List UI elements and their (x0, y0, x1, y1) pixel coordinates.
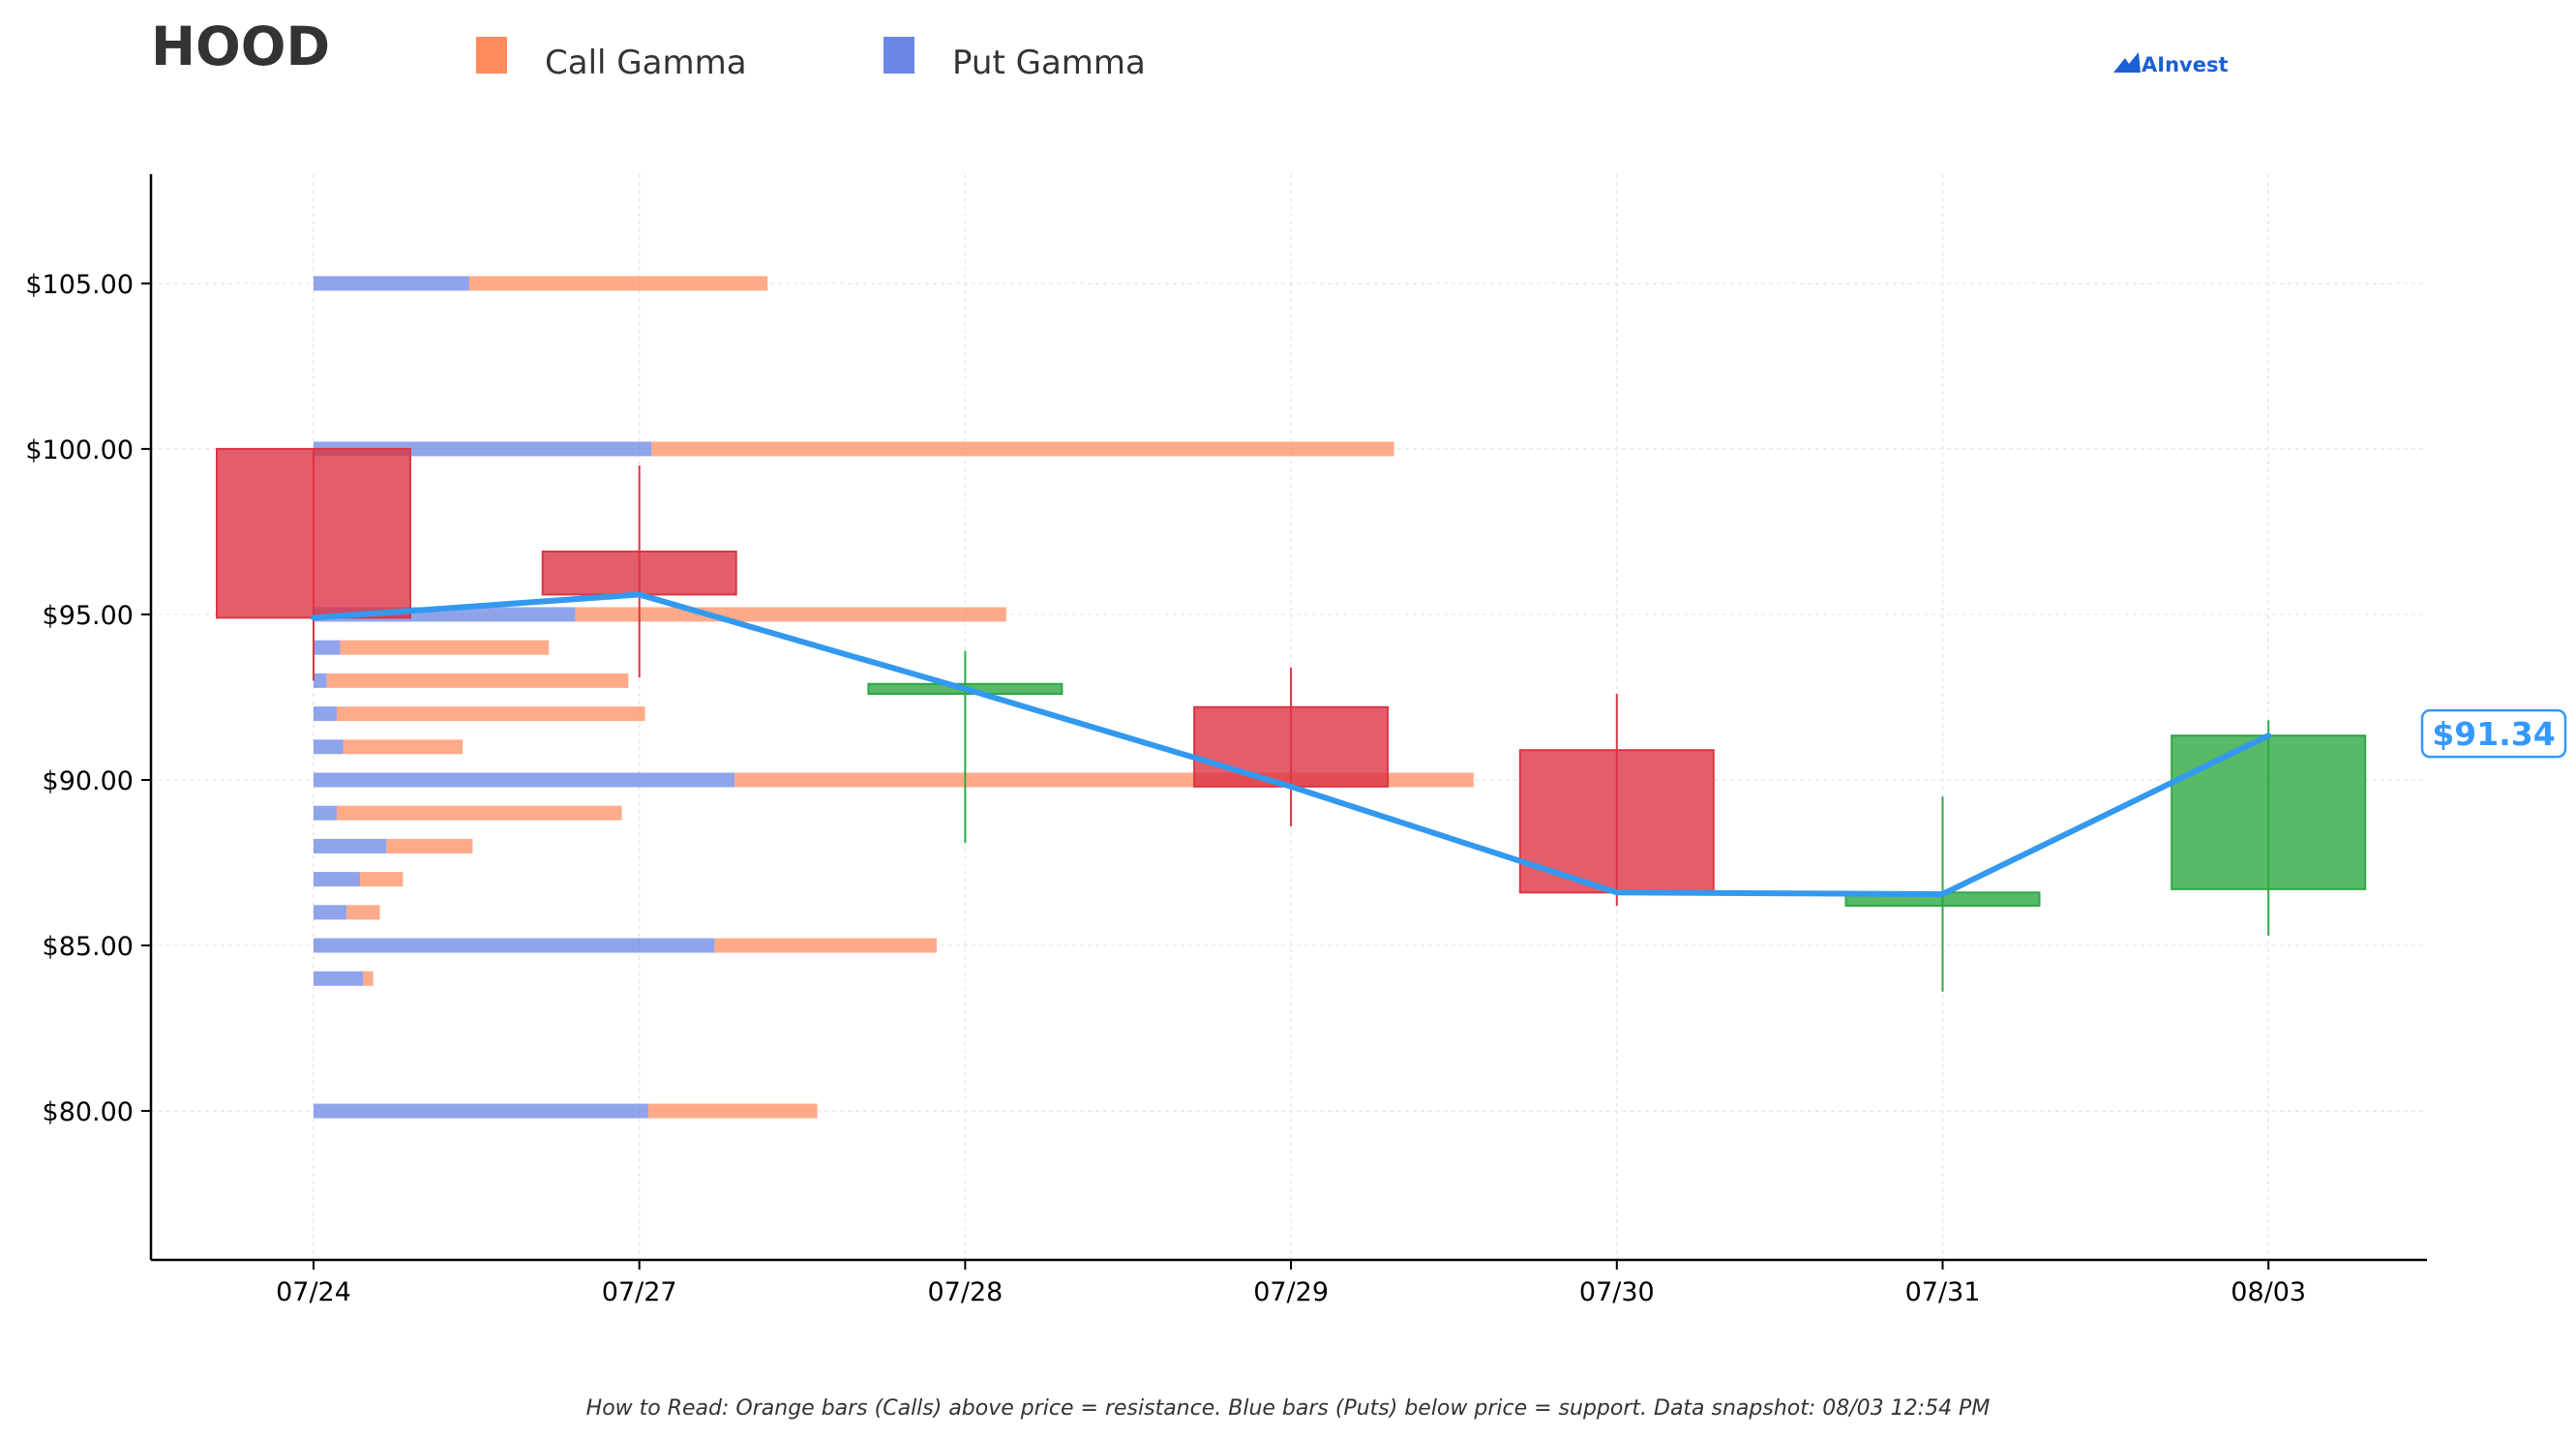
candle-body (216, 447, 411, 619)
y-tick-label: $95.00 (43, 601, 134, 631)
call-gamma-bar (386, 838, 473, 853)
x-tick-label: 07/29 (1253, 1277, 1329, 1307)
call-gamma-bar (651, 441, 1394, 457)
legend-call-label: Call Gamma (545, 44, 747, 82)
candle-body (1193, 705, 1390, 788)
x-tick-label: 07/27 (602, 1277, 677, 1307)
put-gamma-bar (314, 971, 364, 986)
put-gamma-bar (314, 905, 347, 920)
put-gamma-bar (314, 276, 469, 291)
y-tick-label: $80.00 (43, 1097, 134, 1127)
x-tick-label: 07/28 (927, 1277, 1003, 1307)
put-gamma-bar (314, 938, 715, 953)
y-tick-label: $85.00 (43, 932, 134, 962)
y-tick-label: $90.00 (43, 766, 134, 796)
price-line (311, 591, 2272, 898)
put-gamma-bar (314, 805, 337, 821)
x-tick-label: 07/24 (276, 1277, 351, 1307)
put-gamma-bar (314, 673, 327, 688)
put-gamma-bar (314, 838, 387, 853)
candle-body (2171, 734, 2367, 890)
chart-title: HOOD (151, 15, 330, 77)
x-tick-label: 07/30 (1579, 1277, 1655, 1307)
gamma-bars (314, 276, 1474, 1119)
call-gamma-bar (359, 872, 404, 887)
y-tick-label: $100.00 (25, 435, 134, 465)
call-gamma-bar (326, 673, 629, 688)
call-gamma-bar (575, 607, 1006, 622)
put-gamma-bar (314, 772, 734, 788)
price-line-group: $91.34 (311, 591, 2567, 898)
legend-put-label: Put Gamma (952, 44, 1146, 82)
call-gamma-bar (343, 739, 464, 755)
brand-logo: AInvest (2113, 52, 2229, 76)
call-gamma-bar (340, 640, 550, 655)
legend-call-swatch (476, 37, 507, 74)
call-gamma-bar (363, 971, 374, 986)
put-gamma-bar (314, 872, 360, 887)
legend-put-swatch (884, 37, 914, 74)
call-gamma-bar (647, 1103, 818, 1119)
footnote: How to Read: Orange bars (Calls) above p… (586, 1396, 1991, 1421)
x-tick-label: 08/03 (2231, 1277, 2306, 1307)
brand-logo-text: AInvest (2142, 53, 2229, 76)
x-tick-label: 07/31 (1905, 1277, 1981, 1307)
chart-header: HOOD Call Gamma Put Gamma AInvest (151, 15, 2229, 82)
last-price-label: $91.34 (2432, 715, 2555, 753)
put-gamma-bar (314, 706, 337, 722)
put-gamma-bar (314, 1103, 648, 1119)
last-price-badge (2420, 708, 2567, 759)
put-gamma-bar (314, 640, 341, 655)
brand-logo-icon (2113, 52, 2141, 73)
call-gamma-bar (336, 805, 622, 821)
put-gamma-bar (314, 739, 344, 755)
call-gamma-bar (336, 706, 645, 722)
candle-body (541, 550, 737, 596)
call-gamma-bar (346, 905, 380, 920)
call-gamma-bar (468, 276, 768, 291)
y-tick-label: $105.00 (25, 270, 134, 300)
axes: $80.00 $85.00 $90.00 $95.00 $100.00 $105.00 07… (25, 174, 2427, 1307)
call-gamma-bar (714, 938, 937, 953)
